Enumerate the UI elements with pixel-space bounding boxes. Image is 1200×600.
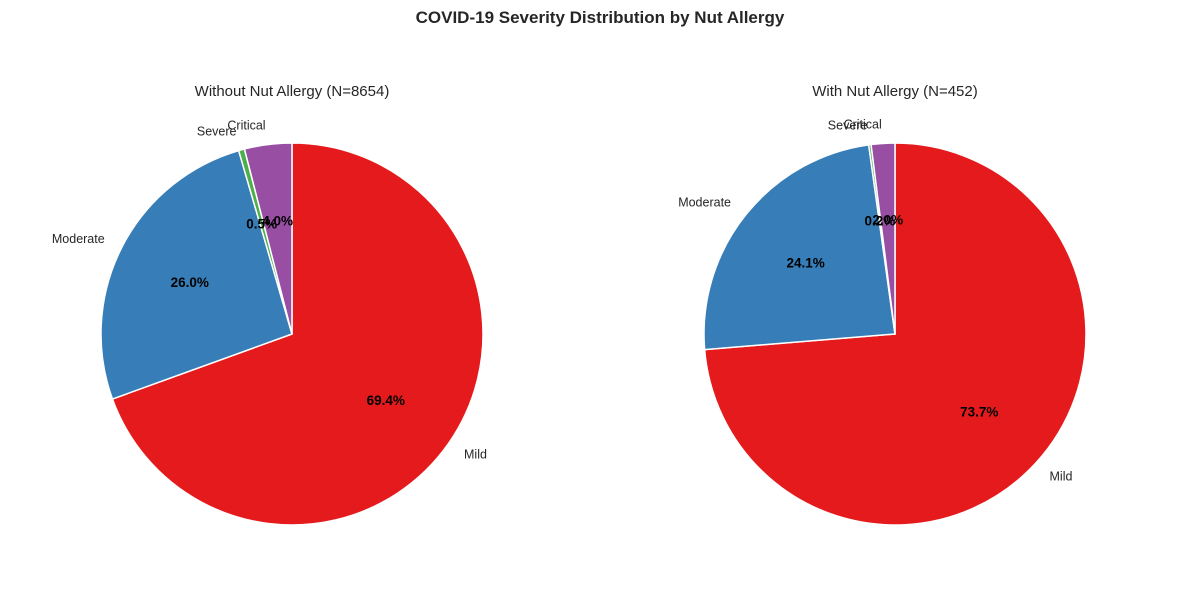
category-label-severe: Severe: [197, 124, 237, 138]
percent-label-mild: 73.7%: [960, 405, 998, 420]
category-label-moderate: Moderate: [678, 196, 731, 210]
percent-label-moderate: 24.1%: [786, 255, 824, 270]
pie-slice-critical: [870, 142, 896, 335]
pie-title-without-nut-allergy: Without Nut Allergy (N=8654): [195, 83, 390, 100]
chart-title: COVID-19 Severity Distribution by Nut Al…: [415, 8, 785, 27]
percent-label-severe: 0.2%: [865, 213, 896, 228]
pie-without-nut-allergy: Without Nut Allergy (N=8654) Mild Moderat…: [52, 83, 487, 526]
pie-slice-critical: [243, 142, 293, 335]
percent-label-critical: 4.0%: [262, 213, 293, 228]
category-label-critical: Critical: [227, 119, 265, 133]
percent-label-severe: 0.5%: [246, 217, 277, 232]
category-label-critical: Critical: [844, 117, 882, 131]
category-label-moderate: Moderate: [52, 232, 105, 246]
category-label-mild: Mild: [464, 448, 487, 462]
category-label-mild: Mild: [1050, 469, 1073, 483]
pie-with-nut-allergy: With Nut Allergy (N=452) Mild Moderate Sev…: [678, 83, 1087, 526]
percent-label-mild: 69.4%: [367, 393, 405, 408]
percent-label-moderate: 26.0%: [171, 275, 209, 290]
pie-slice-moderate: [100, 149, 293, 400]
pie-slice-moderate: [703, 144, 896, 351]
category-label-severe: Severe: [828, 119, 868, 133]
pie-title-with-nut-allergy: With Nut Allergy (N=452): [812, 83, 977, 100]
pie-slice-mild: [111, 142, 484, 526]
percent-label-critical: 2.0%: [872, 213, 903, 228]
